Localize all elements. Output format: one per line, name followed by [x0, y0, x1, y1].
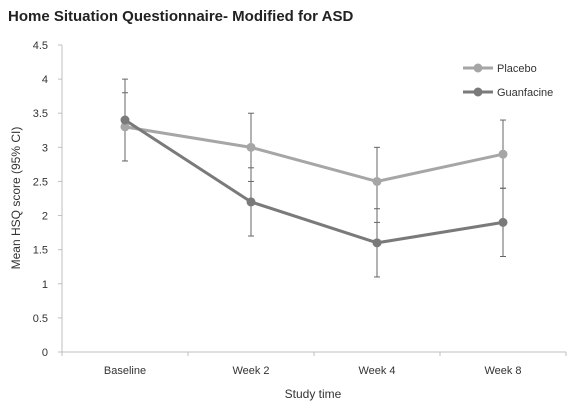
- legend-label: Placebo: [497, 63, 537, 75]
- y-tick-label: 3: [42, 142, 48, 154]
- legend-swatch-marker: [473, 87, 483, 97]
- data-point-placebo-2: [372, 176, 382, 186]
- chart-title: Home Situation Questionnaire- Modified f…: [8, 8, 354, 25]
- y-tick-label: 1.5: [33, 245, 48, 257]
- legend-label: Guanfacine: [497, 87, 553, 99]
- x-tick-label: Week 2: [232, 365, 269, 377]
- x-tick-label: Baseline: [104, 365, 146, 377]
- y-axis-label: Mean HSQ score (95% CI): [9, 127, 23, 270]
- data-point-guanfacine-0: [120, 115, 130, 125]
- data-point-guanfacine-2: [372, 238, 382, 248]
- legend-swatch-marker: [473, 63, 483, 73]
- data-point-placebo-1: [246, 142, 256, 152]
- y-tick-label: 4.5: [33, 40, 48, 52]
- data-points: [120, 115, 508, 248]
- series-lines: [124, 118, 504, 245]
- data-point-placebo-0: [120, 122, 130, 132]
- x-tick-label: Week 8: [484, 365, 521, 377]
- x-tick-label: Week 4: [358, 365, 395, 377]
- data-point-guanfacine-1: [246, 197, 256, 207]
- legend-item-placebo: Placebo: [463, 63, 537, 75]
- data-point-guanfacine-3: [498, 217, 508, 227]
- chart-axes: 0 0.5 1 1.5 2 2.5 3 3.5 4 4.5 Baseline Week 2 Week 4…: [33, 40, 567, 377]
- y-tick-label: 3.5: [33, 108, 48, 120]
- y-tick-label: 0.5: [33, 313, 48, 325]
- y-tick-label: 0: [42, 347, 48, 359]
- legend-item-guanfacine: Guanfacine: [463, 87, 553, 99]
- chart-legend: Placebo Guanfacine: [463, 63, 553, 99]
- series-line-placebo: [124, 125, 504, 183]
- y-tick-label: 1: [42, 279, 48, 291]
- y-tick-label: 2.5: [33, 176, 48, 188]
- y-tick-label: 2: [42, 211, 48, 223]
- error-bars: [122, 78, 506, 278]
- data-point-placebo-3: [498, 149, 508, 159]
- x-axis-label: Study time: [285, 387, 342, 401]
- y-tick-label: 4: [42, 74, 48, 86]
- series-line-guanfacine: [124, 118, 504, 245]
